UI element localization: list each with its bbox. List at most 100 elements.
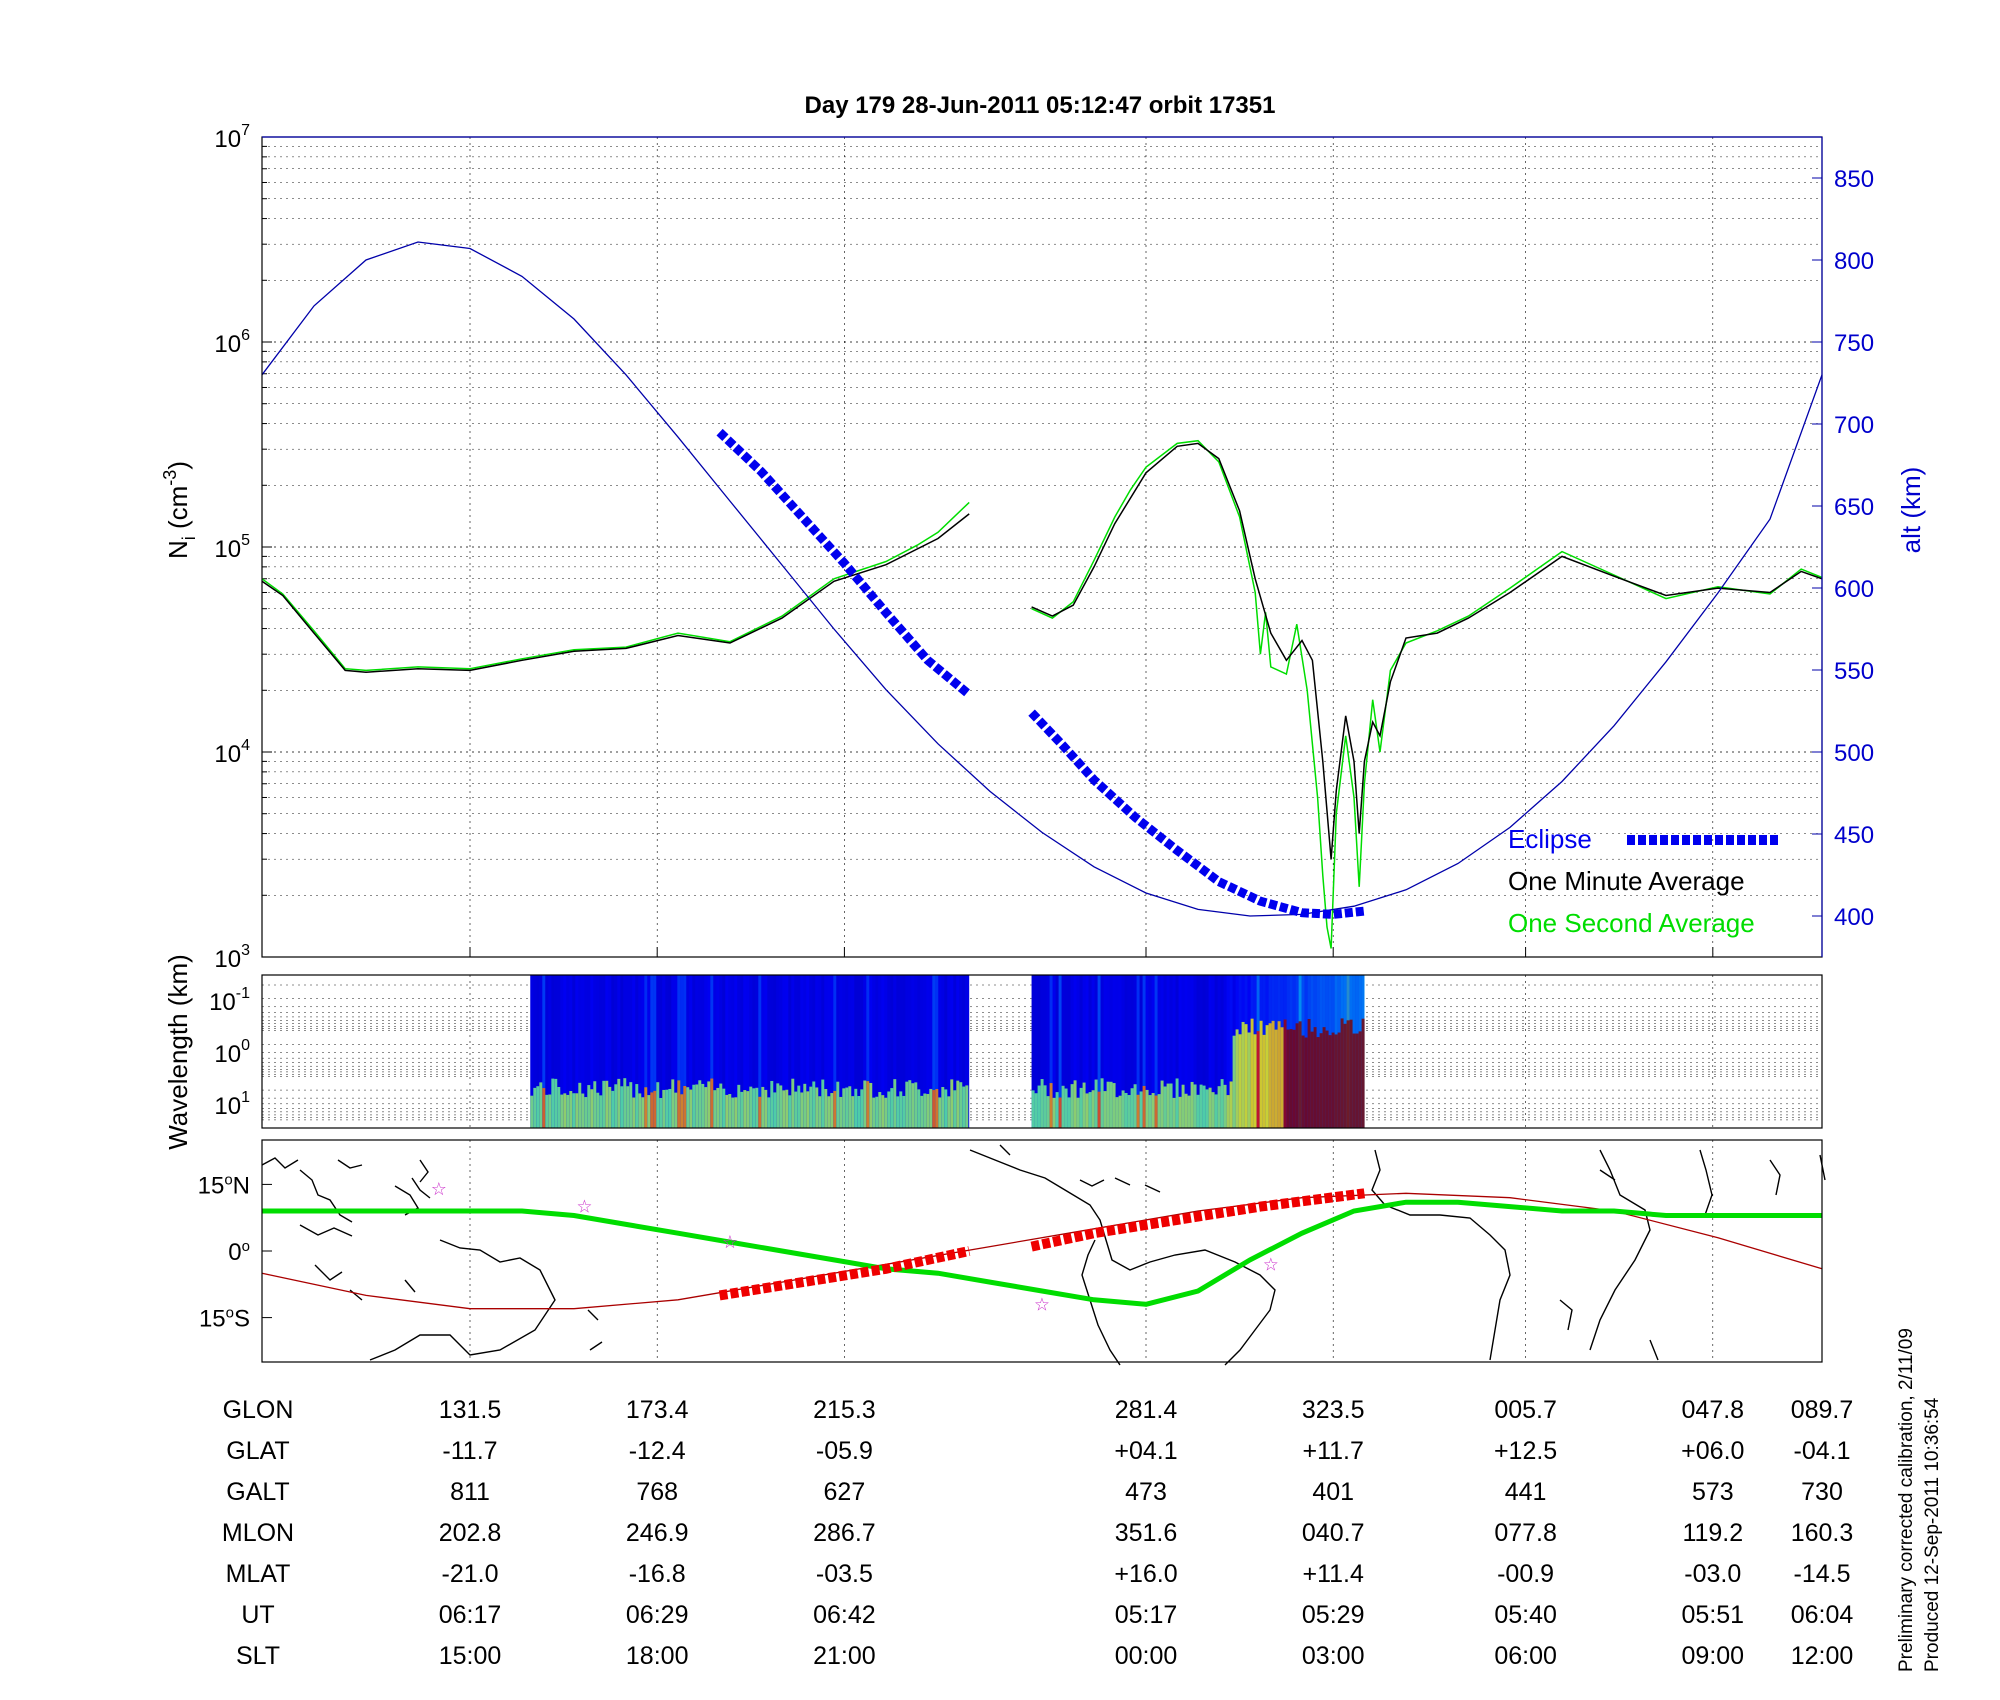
spectrogram-column-low — [854, 1088, 858, 1128]
spectrogram-column — [1142, 975, 1146, 1128]
map-grid — [262, 1140, 1714, 1362]
legend-eclipse-label: Eclipse — [1508, 824, 1592, 854]
table-cell: 811 — [450, 1478, 490, 1506]
spectrogram-column-low — [689, 1089, 693, 1128]
spectrogram-column — [617, 975, 621, 1128]
spectrogram-column-low — [1346, 1020, 1350, 1128]
spectrogram-column — [1157, 975, 1161, 1128]
calibration-note: Preliminary corrected calibration, 2/11/… — [1896, 1328, 1917, 1672]
spectrogram-column — [1163, 975, 1167, 1128]
spectrogram-column — [872, 975, 876, 1128]
spectrogram-column — [1169, 975, 1173, 1128]
spectrogram-column-low — [533, 1087, 537, 1128]
spectrogram-column-low — [1337, 1032, 1341, 1128]
one-second-average-line — [261, 439, 1823, 949]
spectrogram-column — [761, 975, 765, 1128]
y2tick-550: 550 — [1834, 658, 1874, 685]
table-cell: 730 — [1801, 1478, 1843, 1506]
table-cell: 040.7 — [1302, 1519, 1365, 1547]
table-cell: 05:29 — [1302, 1601, 1365, 1629]
table-cell: +06.0 — [1681, 1437, 1744, 1465]
spectrogram-column — [833, 975, 837, 1128]
spectrogram-column-low — [1154, 1095, 1158, 1128]
spectrogram-column-low — [875, 1096, 879, 1128]
table-cell: 246.9 — [626, 1519, 689, 1547]
table-cell: -16.8 — [629, 1560, 686, 1588]
spectrogram-column-low — [782, 1090, 786, 1128]
spectrogram-block-2 — [1031, 975, 1365, 1128]
spectrogram-column — [1094, 975, 1098, 1128]
spectrogram-column-low — [1199, 1084, 1203, 1128]
spectrogram-column-low — [1304, 1037, 1308, 1128]
spectrogram-column — [899, 975, 903, 1128]
spectrogram-column-low — [566, 1094, 570, 1128]
spectrogram-column-low — [1316, 1037, 1320, 1128]
spectrogram-column — [851, 975, 855, 1128]
spectrogram-column-low — [1232, 1035, 1236, 1128]
spectrogram-column — [1190, 975, 1194, 1128]
spectrogram-column — [1121, 975, 1125, 1128]
spectrogram-column — [692, 975, 696, 1128]
spectrogram-column-low — [758, 1096, 762, 1128]
spectrogram-column — [746, 975, 750, 1128]
spectrogram-column-low — [1142, 1085, 1146, 1128]
spectrogram-column — [758, 975, 762, 1128]
orbit-track-line — [262, 1199, 1822, 1307]
table-cell: 047.8 — [1682, 1396, 1745, 1424]
spectrogram-column — [539, 975, 543, 1128]
table-cell: 18:00 — [626, 1642, 689, 1670]
spectrogram-column — [659, 975, 663, 1128]
y2tick-650: 650 — [1834, 494, 1874, 521]
spectrogram-column — [638, 975, 642, 1128]
spectrogram-column-low — [872, 1097, 876, 1128]
table-cell: 077.8 — [1494, 1519, 1557, 1547]
spectrogram-column-low — [605, 1080, 609, 1128]
table-cell: 09:00 — [1682, 1642, 1745, 1670]
spectrogram-column — [611, 975, 615, 1128]
spectrogram-column-low — [932, 1090, 936, 1128]
spectrogram-column-low — [1118, 1095, 1122, 1128]
spectrogram-column-low — [923, 1093, 927, 1128]
spectrogram-y-ticks: 10-1 100 101 — [209, 985, 250, 1120]
spectrogram-column-low — [1325, 1030, 1329, 1128]
table-cell: +16.0 — [1114, 1560, 1177, 1588]
spectrogram-column-low — [1058, 1097, 1062, 1128]
altitude-y-ticks: 400 450 500 550 600 650 700 750 800 850 — [1834, 166, 1874, 931]
spectrogram-column-low — [1196, 1094, 1200, 1128]
spectrogram-column — [812, 975, 816, 1128]
spectrogram-column-low — [545, 1094, 549, 1128]
spectrogram-column-low — [674, 1092, 678, 1128]
spectrogram-frame — [261, 974, 1823, 1129]
spectrogram-column — [1151, 975, 1155, 1128]
spectrogram-column-low — [1151, 1093, 1155, 1128]
spectrogram-column-low — [635, 1084, 639, 1128]
spectrogram-column-low — [554, 1078, 558, 1128]
spectrogram-column — [644, 975, 648, 1128]
spectrogram-column-low — [809, 1086, 813, 1128]
spectrogram-column — [590, 975, 594, 1128]
spectrogram-column — [629, 975, 633, 1128]
spectrogram-column — [869, 975, 873, 1128]
spectrogram-column-low — [911, 1083, 915, 1128]
spectrogram-column-low — [836, 1081, 840, 1128]
spectrogram-column — [599, 975, 603, 1128]
spectrogram-column — [1127, 975, 1131, 1128]
spectrogram-column-low — [881, 1095, 885, 1128]
spectrogram-column-low — [887, 1091, 891, 1128]
spectrogram-column — [653, 975, 657, 1128]
spectrogram-column — [752, 975, 756, 1128]
spectrogram-column — [1043, 975, 1047, 1128]
spectrogram-column-low — [941, 1087, 945, 1128]
spectrogram-column — [1136, 975, 1140, 1128]
spectrogram-column — [1205, 975, 1209, 1128]
spectrogram-column — [863, 975, 867, 1128]
spectrogram-column — [785, 975, 789, 1128]
spectrogram-column — [884, 975, 888, 1128]
table-cell: 473 — [1125, 1478, 1167, 1506]
spectrogram-column — [923, 975, 927, 1128]
spectrogram-column-low — [1343, 1023, 1347, 1128]
spectrogram-column-low — [560, 1094, 564, 1128]
ephemeris-table: GLON 131.5 173.4 215.3 281.4 323.5 005.7 047.8 0… — [222, 1396, 1853, 1670]
spectrogram-column — [1184, 975, 1188, 1128]
table-cell: +12.5 — [1494, 1437, 1557, 1465]
